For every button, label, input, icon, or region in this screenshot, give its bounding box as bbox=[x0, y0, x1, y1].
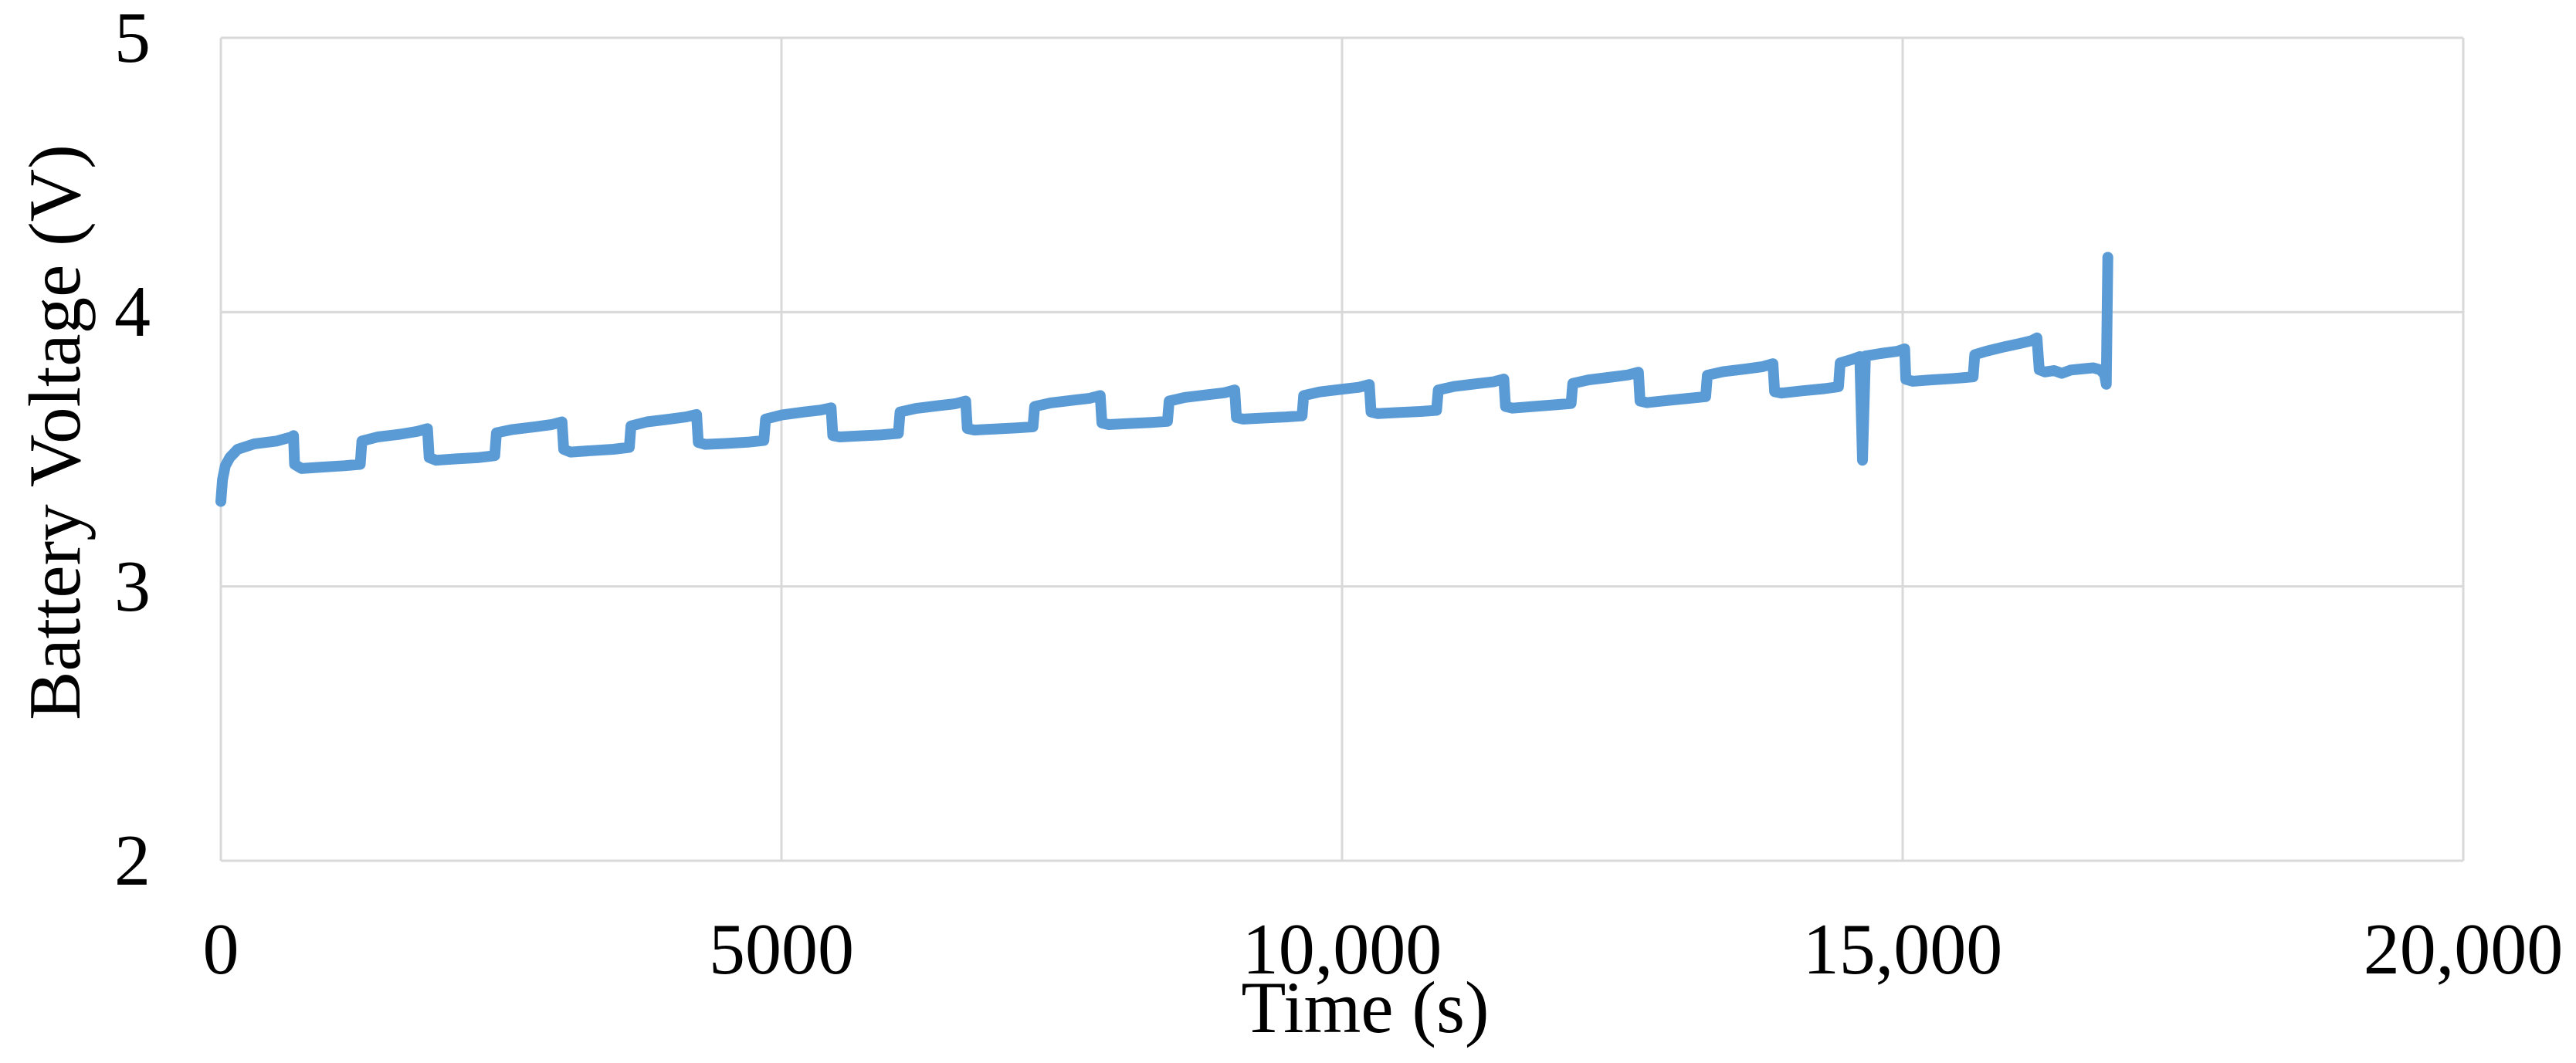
gridlines bbox=[219, 36, 2465, 862]
x-tick-label-15000: 15,000 bbox=[1802, 909, 2003, 990]
x-tick-label-20000: 20,000 bbox=[2363, 909, 2564, 990]
y-tick-label-4: 4 bbox=[114, 272, 151, 353]
y-tick-label-5: 5 bbox=[114, 0, 151, 78]
x-tick-label-10000: 10,000 bbox=[1242, 909, 1442, 990]
voltage-line-series bbox=[215, 252, 2113, 507]
x-tick-label-0: 0 bbox=[202, 909, 239, 990]
y-tick-label-2: 2 bbox=[114, 821, 151, 901]
y-tick-label-3: 3 bbox=[114, 546, 151, 627]
y-axis-title: Battery Voltage (V) bbox=[14, 144, 96, 720]
x-tick-label-5000: 5000 bbox=[709, 909, 854, 990]
x-axis-title: Time (s) bbox=[1241, 967, 1490, 1048]
series-line-battery-voltage bbox=[215, 252, 2113, 507]
